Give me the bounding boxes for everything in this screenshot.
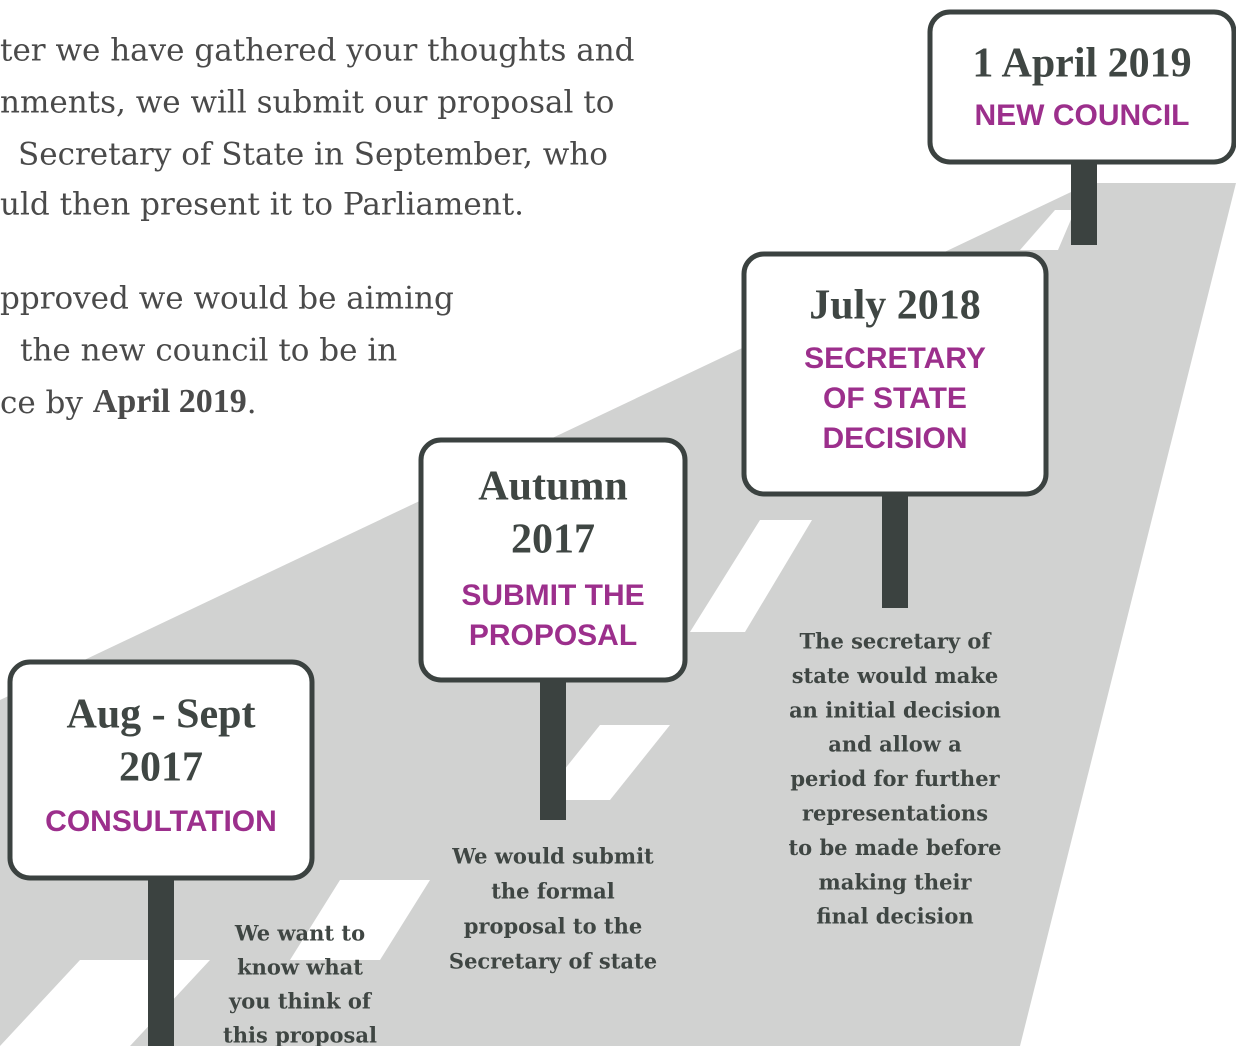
- intro-line: pproved we would be aiming: [0, 281, 454, 317]
- sign-date: July 2018: [809, 283, 981, 329]
- sign-description: Secretary of state: [449, 949, 657, 974]
- sign-description: final decision: [816, 904, 973, 929]
- sign-date: 2017: [119, 745, 203, 791]
- signs: Aug - Sept 2017 CONSULTATION We want to know…: [7, 9, 1236, 1046]
- sign-description: period for further: [790, 766, 1000, 791]
- sign-date: 2017: [511, 517, 595, 563]
- sign-description: the formal: [491, 879, 615, 904]
- sign-description: this proposal: [223, 1023, 377, 1046]
- sign-label: CONSULTATION: [45, 805, 277, 838]
- intro-line: ter we have gathered your thoughts and: [0, 33, 635, 69]
- sign-board: [927, 9, 1236, 165]
- sign-description: making their: [819, 869, 973, 894]
- sign-description: The secretary of: [800, 629, 993, 654]
- sign-label: NEW COUNCIL: [975, 99, 1190, 132]
- intro-text: .: [247, 385, 257, 421]
- sign-date: 1 April 2019: [972, 41, 1191, 87]
- sign-description: an initial decision: [789, 697, 1001, 722]
- sign-description: We would submit: [451, 844, 654, 869]
- road-dash: [690, 520, 812, 632]
- sign-description: to be made before: [788, 835, 1001, 860]
- intro: ter we have gathered your thoughts and nm…: [0, 33, 635, 421]
- sign-description: know what: [237, 955, 363, 980]
- sign-label: DECISION: [822, 422, 967, 455]
- milestone: Autumn 2017 SUBMIT THE PROPOSAL We would sub…: [418, 437, 688, 974]
- sign-label: PROPOSAL: [469, 619, 637, 652]
- road-dash: [290, 880, 430, 960]
- intro-line: uld then present it to Parliament.: [0, 187, 524, 223]
- intro-line: nments, we will submit our proposal to: [0, 85, 614, 121]
- sign-label: SECRETARY: [804, 342, 986, 375]
- sign-label: OF STATE: [823, 382, 967, 415]
- milestone: Aug - Sept 2017 CONSULTATION We want to know…: [7, 659, 377, 1046]
- sign-description: and allow a: [828, 732, 962, 757]
- sign-post: [1071, 162, 1097, 245]
- sign-post: [148, 878, 174, 1046]
- milestone: July 2018 SECRETARY OF STATE DECISION The se…: [741, 251, 1049, 929]
- intro-line: ce by April 2019.: [0, 383, 257, 421]
- intro-line: the new council to be in: [20, 333, 397, 369]
- intro-bold: April 2019: [93, 383, 247, 420]
- sign-post: [540, 680, 566, 820]
- road-dash: [540, 725, 670, 800]
- sign-board: [741, 251, 1049, 497]
- sign-description: you think of: [228, 989, 373, 1014]
- milestone: 1 April 2019 NEW COUNCIL: [927, 9, 1236, 245]
- intro-line: Secretary of State in September, who: [18, 137, 608, 173]
- sign-description: proposal to the: [464, 914, 643, 939]
- intro-text: ce by: [0, 385, 93, 421]
- sign-post: [882, 494, 908, 608]
- sign-board: [418, 437, 688, 683]
- sign-board: [7, 659, 315, 881]
- sign-date: Aug - Sept: [66, 692, 255, 738]
- sign-description: We want to: [234, 921, 365, 946]
- sign-description: representations: [802, 801, 988, 826]
- road-dash: [1020, 210, 1075, 250]
- sign-description: state would make: [792, 663, 999, 688]
- sign-date: Autumn: [478, 464, 627, 510]
- sign-label: SUBMIT THE: [461, 579, 644, 612]
